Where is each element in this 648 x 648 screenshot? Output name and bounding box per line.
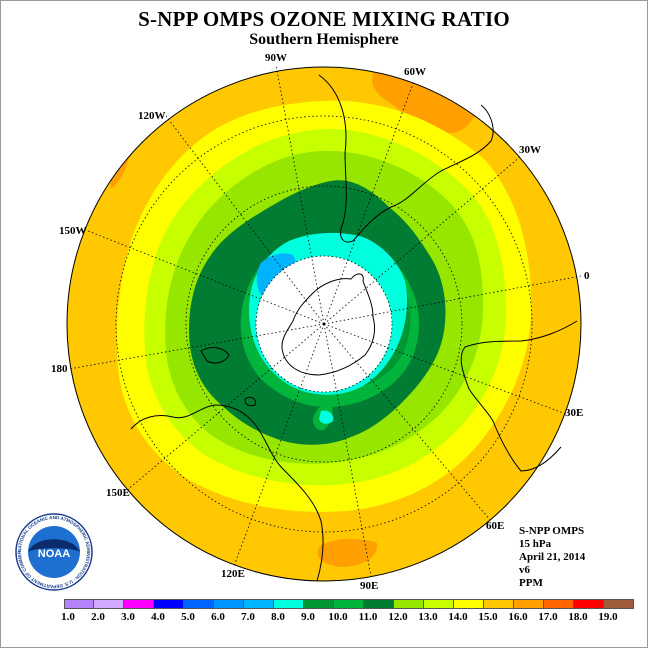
lon-label-180: 180 (51, 363, 68, 375)
info-instrument: S-NPP OMPS (519, 525, 585, 537)
colorbar-tick-label: 18.0 (568, 611, 588, 623)
lon-label-90w: 90W (265, 52, 287, 64)
lon-label-30e: 30E (565, 407, 583, 419)
colorbar-swatch (544, 599, 574, 609)
colorbar (64, 599, 634, 609)
lon-label-150w: 150W (59, 225, 87, 237)
colorbar-tick-label: 3.0 (121, 611, 135, 623)
logo-disk (28, 526, 80, 578)
australia-outline (130, 404, 324, 582)
colorbar-swatch (214, 599, 244, 609)
meridian-180 (68, 323, 325, 370)
lon-label-150e: 150E (106, 487, 130, 499)
colorbar-swatch (364, 599, 394, 609)
colorbar-swatch (424, 599, 454, 609)
colorbar-swatch (514, 599, 544, 609)
meridian-60e (323, 323, 492, 522)
lon-label-0: 0 (584, 270, 590, 282)
lon-label-120w: 120W (138, 110, 166, 122)
band-8-patch (319, 410, 334, 424)
colorbar-tick-label: 16.0 (508, 611, 528, 623)
latitude-circle (115, 115, 533, 533)
south-pole-marker (322, 322, 326, 326)
colorbar-tick-label: 11.0 (358, 611, 378, 623)
colorbar-labels: 1.0 2.0 3.0 4.0 5.0 6.0 7.0 8.0 9.0 10.0 11.0 12.0 1… (1, 611, 647, 625)
lon-label-90e: 90E (360, 580, 378, 592)
colorbar-tick-label: 15.0 (478, 611, 498, 623)
page-title: S-NPP OMPS OZONE MIXING RATIO (138, 7, 510, 31)
meridian-30w (323, 155, 522, 325)
tasmania-outline (244, 396, 256, 407)
colorbar-tick-label: 14.0 (448, 611, 468, 623)
colorbar-swatch (184, 599, 214, 609)
meridian-120e (233, 323, 325, 567)
info-units: PPM (519, 577, 543, 589)
latitude-circle (255, 255, 393, 393)
south-america-outline (318, 74, 494, 243)
lon-label-120e: 120E (221, 568, 245, 580)
map-border (66, 66, 582, 582)
lon-label-60e: 60E (486, 520, 504, 532)
colorbar-tick-label: 2.0 (91, 611, 105, 623)
colorbar-swatch (154, 599, 184, 609)
logo-bird-icon (28, 539, 80, 552)
info-date: April 21, 2014 (519, 551, 586, 563)
colorbar-tick-label: 17.0 (538, 611, 558, 623)
meridian-30e (323, 323, 567, 415)
band-16-patch (317, 538, 378, 567)
graticule (68, 64, 582, 577)
colorbar-swatch (244, 599, 274, 609)
colorbar-swatch (604, 599, 634, 609)
page-subtitle: Southern Hemisphere (249, 31, 399, 48)
latitude-circle (185, 185, 463, 463)
colorbar-tick-label: 6.0 (211, 611, 225, 623)
colorbar-tick-label: 1.0 (61, 611, 75, 623)
colorbar-tick-label: 13.0 (418, 611, 438, 623)
colorbar-swatch (124, 599, 154, 609)
lon-label-60w: 60W (404, 66, 426, 78)
continents (130, 74, 578, 582)
colorbar-swatch (484, 599, 514, 609)
info-version: v6 (519, 564, 530, 576)
meridian-90e (323, 323, 372, 577)
africa-outline (460, 320, 578, 472)
colorbar-tick-label: 4.0 (151, 611, 165, 623)
colorbar-swatch (394, 599, 424, 609)
colorbar-tick-label: 12.0 (388, 611, 408, 623)
info-block: S-NPP OMPS 15 hPa April 21, 2014 v6 PPM (519, 525, 585, 590)
colorbar-tick-label: 5.0 (181, 611, 195, 623)
antarctica-outline (281, 273, 376, 376)
logo-text: NOAA (38, 548, 70, 560)
colorbar-swatch (334, 599, 364, 609)
colorbar-swatch (574, 599, 604, 609)
colorbar-swatch (94, 599, 124, 609)
colorbar-swatch (274, 599, 304, 609)
info-pressure-level: 15 hPa (519, 538, 552, 550)
new-zealand-outline (200, 347, 230, 364)
noaa-logo: NATIONAL OCEANIC AND ATMOSPHERIC ADMINIS… (15, 513, 93, 591)
lon-label-30w: 30W (519, 144, 541, 156)
colorbar-swatch (64, 599, 94, 609)
colorbar-tick-label: 10.0 (328, 611, 348, 623)
colorbar-tick-label: 9.0 (301, 611, 315, 623)
colorbar-tick-label: 7.0 (241, 611, 255, 623)
colorbar-swatch (304, 599, 334, 609)
colorbar-tick-label: 19.0 (598, 611, 618, 623)
longitude-labels: 90W 60W 30W 0 30E 60E 90E 120E 150E 180 … (51, 52, 590, 592)
colorbar-tick-label: 8.0 (271, 611, 285, 623)
band-16-patch (372, 73, 477, 133)
colorbar-swatch (454, 599, 484, 609)
